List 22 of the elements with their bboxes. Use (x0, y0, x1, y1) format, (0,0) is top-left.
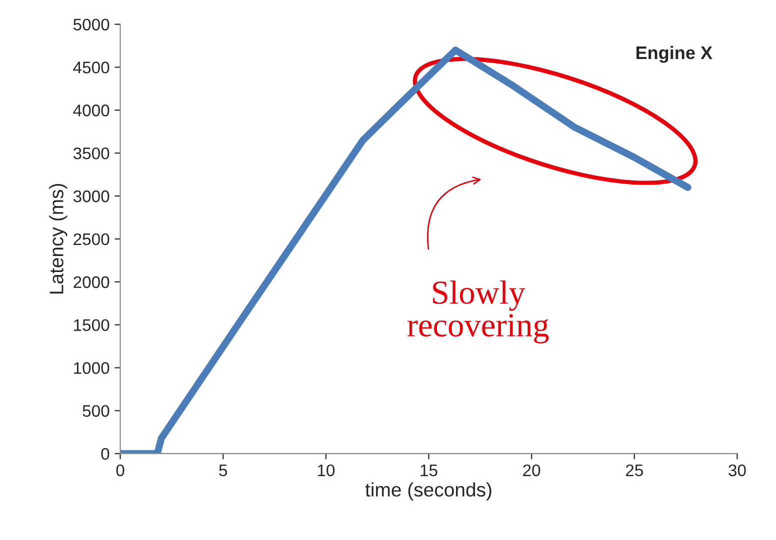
x-tick-label: 30 (728, 464, 746, 476)
y-tick-label: 3000 (73, 190, 110, 202)
y-tick-label: 4500 (73, 62, 110, 74)
y-tick-label: 5000 (73, 18, 110, 31)
y-axis-title: Latency (ms) (49, 184, 68, 294)
y-tick-label: 1000 (74, 362, 110, 374)
y-tick-label: 4000 (73, 104, 110, 116)
annotation: Engine X (636, 46, 712, 63)
annotation: Slowly recovering (408, 280, 549, 344)
y-tick-label: 3500 (73, 147, 110, 160)
x-axis-title: time (seconds) (365, 482, 492, 500)
x-tick-label: 20 (523, 464, 540, 476)
y-tick-label: 1500 (74, 319, 110, 332)
y-tick-label: 0 (101, 448, 110, 460)
x-tick-label: 15 (420, 464, 438, 476)
x-tick-label: 5 (219, 464, 228, 476)
x-tick-label: 25 (626, 464, 643, 476)
x-tick-label: 10 (318, 464, 335, 476)
y-tick-label: 2000 (74, 276, 110, 288)
y-tick-label: 2500 (74, 233, 110, 246)
x-tick-label: 0 (116, 464, 124, 476)
y-tick-label: 500 (82, 405, 110, 417)
